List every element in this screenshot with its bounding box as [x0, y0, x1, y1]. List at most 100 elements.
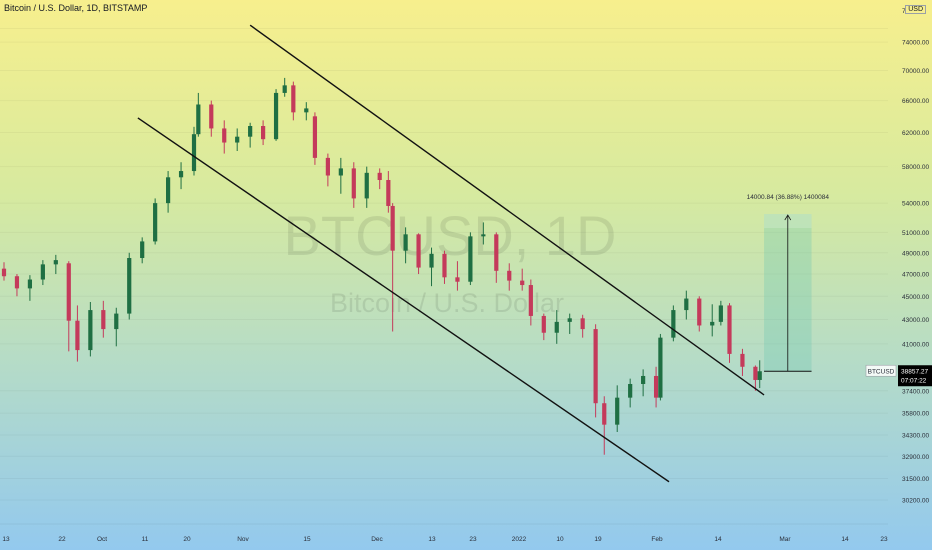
candle	[66, 261, 71, 352]
price-tick-label: 70000.00	[902, 68, 929, 75]
price-tick-label: 43000.00	[902, 317, 929, 324]
candle-body-up	[403, 234, 408, 251]
candle	[165, 171, 171, 213]
candle	[127, 252, 132, 320]
candle	[671, 305, 676, 342]
candle-body-up	[248, 125, 253, 137]
candle	[248, 122, 253, 148]
candle	[261, 120, 266, 146]
candle-body-up	[671, 310, 676, 338]
candle-body-up	[628, 383, 633, 398]
candle	[191, 126, 197, 176]
last-price-value: 38857.27	[901, 368, 928, 375]
time-tick-label: 14	[841, 536, 849, 543]
candle	[312, 112, 318, 165]
candle-body-up	[468, 236, 473, 282]
candle-body-down	[602, 403, 607, 425]
time-tick-label: 23	[880, 536, 888, 543]
price-tick-label: 62000.00	[902, 130, 929, 137]
candle-body-down	[653, 375, 659, 398]
candle	[114, 307, 119, 347]
time-tick-label: 10	[556, 536, 564, 543]
candle-body-down	[442, 253, 447, 278]
candle-body-up	[554, 321, 559, 333]
candle	[153, 198, 158, 245]
candle	[757, 360, 762, 389]
symbol-title[interactable]: Bitcoin / U.S. Dollar, 1D, BITSTAMP	[4, 3, 148, 13]
candle-body-down	[520, 280, 525, 286]
time-tick-label: 22	[58, 536, 66, 543]
time-axis[interactable]: 13 22 Oct 11 20 Nov 15 Dec 13 23 2022 10 19 Feb 14 Mar 1…	[0, 523, 888, 543]
candle	[455, 261, 460, 291]
candle-body-down	[1, 268, 7, 277]
candle-body-down	[377, 172, 382, 181]
candle-body-up	[235, 136, 240, 143]
candle-body-up	[140, 241, 145, 259]
price-axis-background[interactable]	[888, 0, 932, 524]
candle	[494, 232, 499, 283]
candle	[75, 305, 80, 362]
candle-body-up	[718, 305, 723, 322]
candle	[710, 304, 715, 337]
candle-body-up	[282, 85, 287, 93]
candle-body-up	[658, 337, 663, 398]
candle	[53, 254, 58, 275]
candle-body-up	[757, 371, 762, 380]
trendlines[interactable]	[137, 24, 765, 483]
symbol-badge-text: BTCUSD	[868, 368, 895, 375]
price-tick-label: 41000.00	[902, 341, 929, 348]
candle	[429, 247, 434, 287]
candle	[364, 166, 369, 208]
candle-body-down	[507, 270, 512, 281]
candle	[615, 385, 620, 433]
candle-body-down	[494, 234, 499, 271]
candle	[196, 92, 201, 137]
channel-lower[interactable]	[137, 117, 670, 483]
candle	[602, 396, 607, 455]
candle-body-down	[593, 329, 598, 404]
candle-body-up	[191, 134, 197, 172]
candle-body-up	[364, 172, 369, 199]
candle-body-down	[312, 116, 318, 158]
candle	[727, 303, 732, 363]
candle	[386, 171, 391, 213]
price-tick-label: 74000.00	[902, 40, 929, 47]
candle	[304, 102, 309, 121]
candle	[235, 128, 240, 152]
candle-body-down	[101, 310, 106, 330]
candle-body-down	[390, 205, 395, 251]
projection-arrow-head	[784, 214, 792, 221]
candle	[593, 324, 598, 418]
candle	[88, 301, 93, 357]
candle-body-down	[416, 234, 421, 268]
watermark-name: Bitcoin / U.S. Dollar	[330, 288, 564, 318]
candle	[403, 227, 408, 264]
projection-tool[interactable]: 14000.84 (36.88%) 1400084	[747, 194, 830, 372]
last-price-badge-box	[898, 365, 932, 387]
price-tick-label: 37400.00	[902, 388, 929, 395]
candle	[27, 275, 33, 301]
bar-countdown: 07:07:22	[901, 377, 927, 384]
price-tick-label: 30200.00	[902, 498, 929, 505]
candle	[377, 168, 382, 190]
price-tick-label: 35800.00	[902, 411, 929, 418]
time-tick-label: 19	[594, 536, 602, 543]
candle-body-up	[273, 92, 279, 140]
candle	[628, 378, 633, 408]
candle-body-up	[88, 310, 93, 351]
candle-body-up	[40, 264, 45, 280]
currency-label[interactable]: USD	[905, 5, 926, 14]
candle-body-down	[66, 263, 71, 321]
candle	[541, 313, 546, 341]
price-tick-label: 51000.00	[902, 230, 929, 237]
channel-upper[interactable]	[249, 24, 765, 396]
candle	[1, 262, 7, 281]
price-tick-label: 49000.00	[902, 250, 929, 257]
candle-body-up	[304, 108, 309, 113]
candle	[653, 366, 659, 408]
price-axis[interactable]: 7874000.0070000.0066000.0062000.0058000.…	[888, 0, 932, 524]
candle	[740, 348, 745, 376]
candle	[507, 263, 512, 291]
